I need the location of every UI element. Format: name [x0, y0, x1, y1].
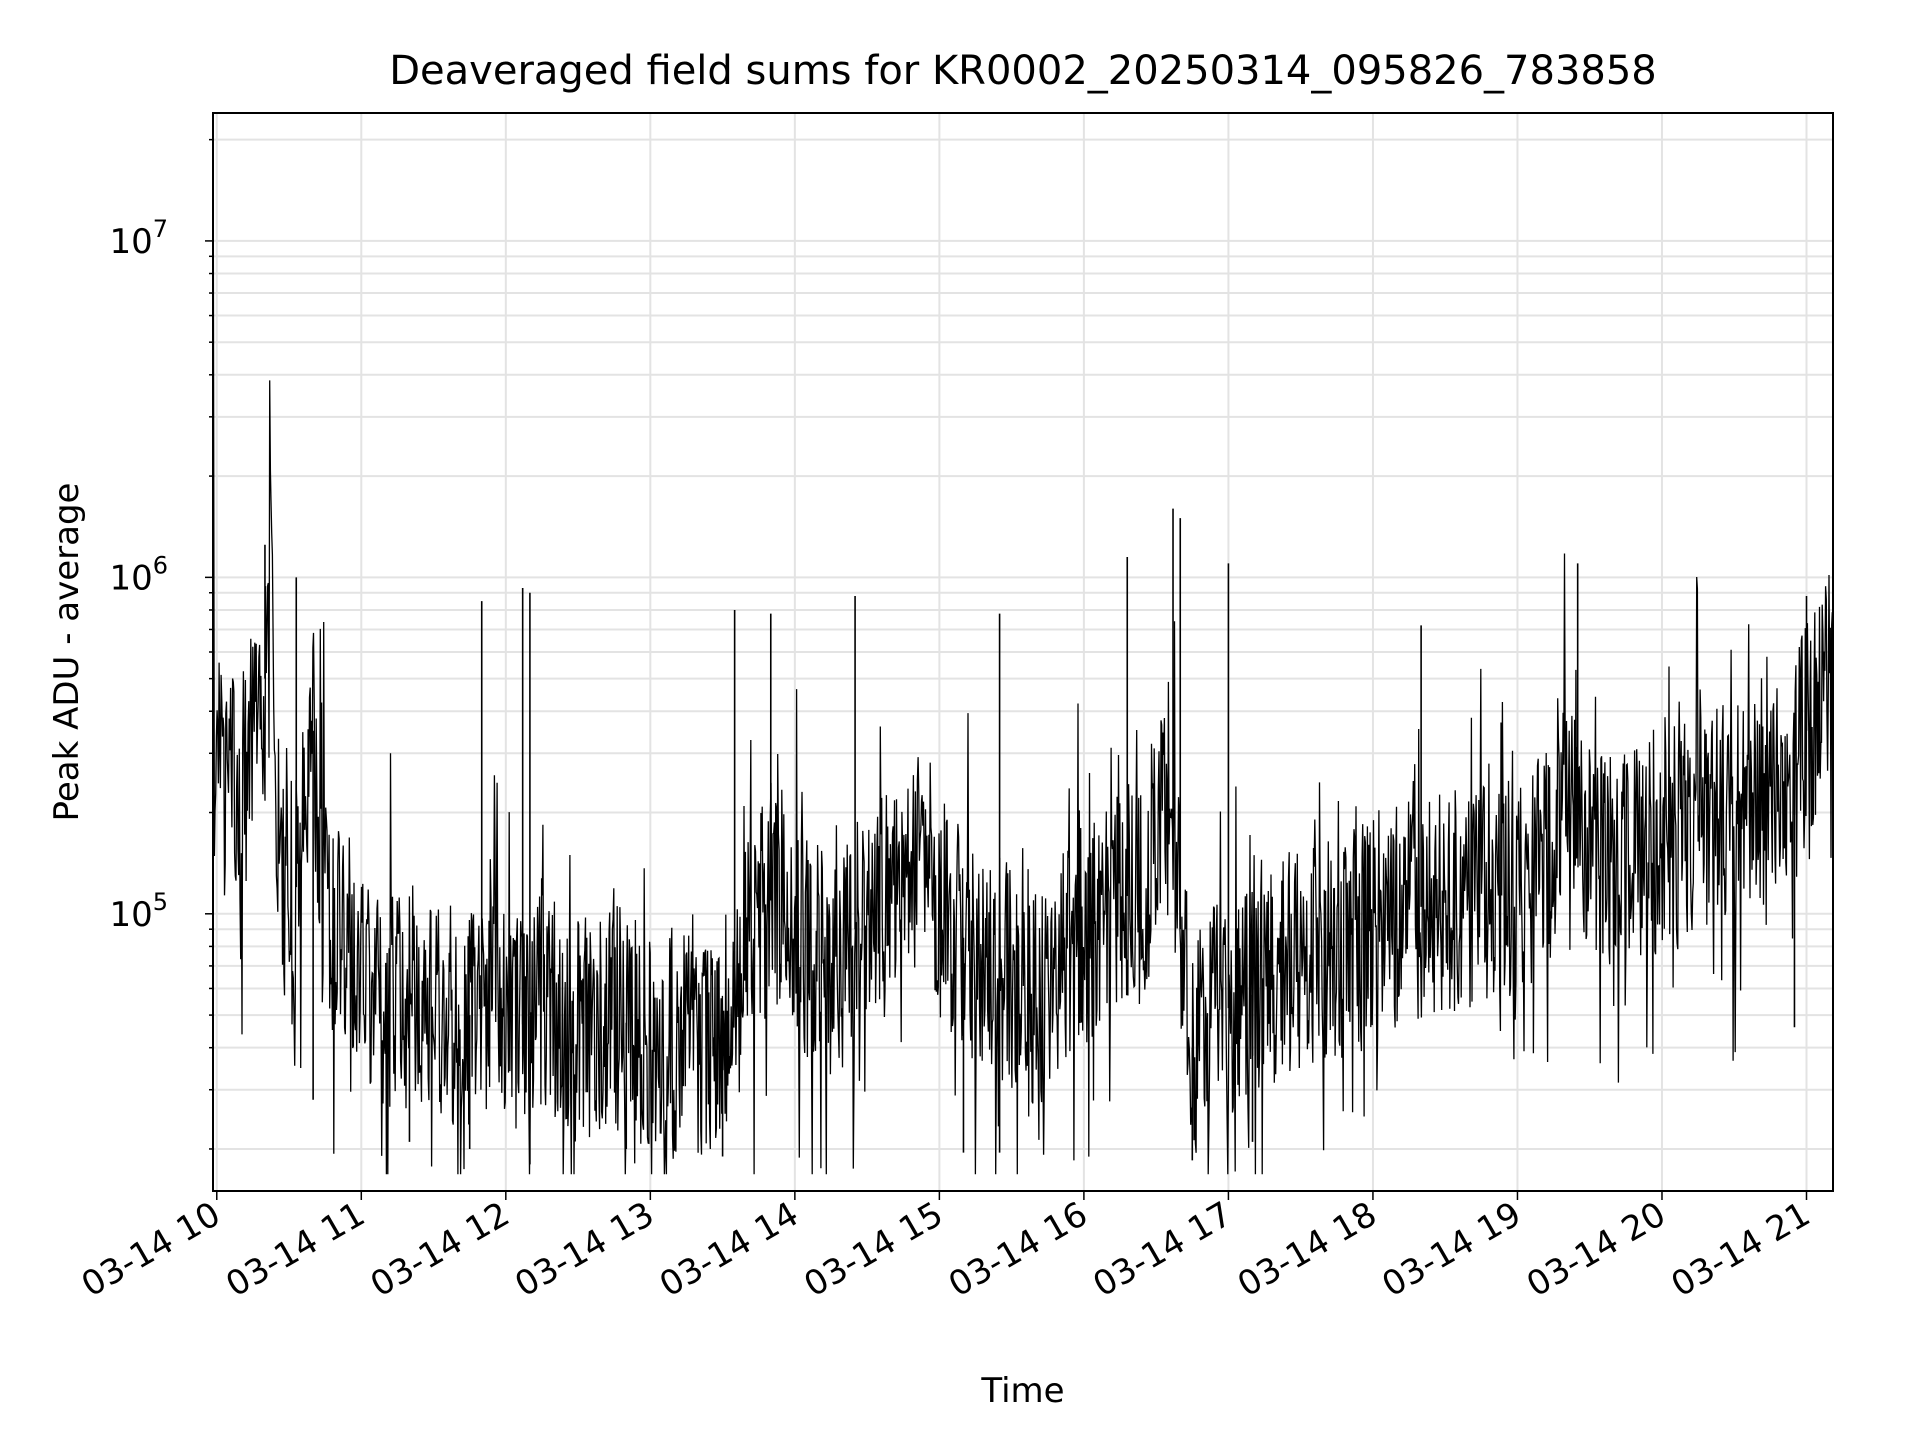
- x-axis-label: Time: [980, 1371, 1064, 1411]
- y-tick-base: 10: [109, 895, 152, 935]
- series-line: [212, 163, 1834, 1175]
- y-tick-exponent: 7: [153, 215, 168, 243]
- chart-title: Deaveraged field sums for KR0002_2025031…: [389, 48, 1657, 94]
- y-axis-label: Peak ADU - average: [47, 483, 87, 822]
- y-tick-exponent: 5: [153, 888, 168, 916]
- y-tick-exponent: 6: [153, 551, 168, 579]
- series-layer: [212, 163, 1834, 1175]
- y-tick-base: 10: [109, 222, 152, 262]
- y-tick-label: 107: [109, 215, 168, 262]
- y-tick-label: 105: [109, 888, 168, 935]
- y-tick-base: 10: [109, 558, 152, 598]
- y-tick-label: 106: [109, 551, 168, 598]
